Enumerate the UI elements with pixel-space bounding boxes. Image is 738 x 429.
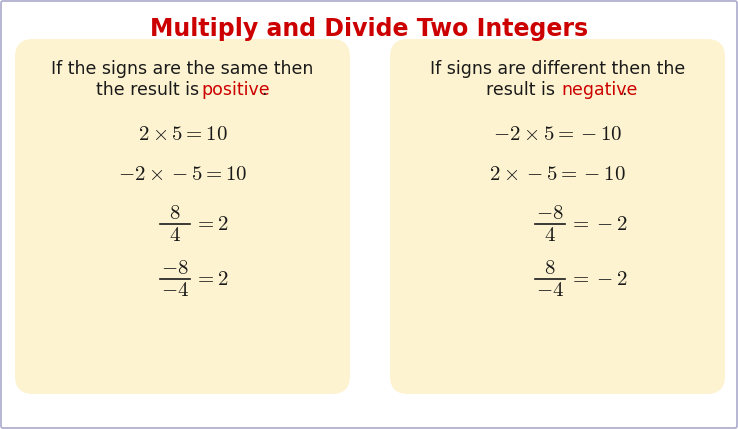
Text: $=-2$: $=-2$ <box>569 269 627 289</box>
Text: If the signs are the same then: If the signs are the same then <box>52 60 314 78</box>
Text: $=-2$: $=-2$ <box>569 214 627 234</box>
FancyBboxPatch shape <box>15 39 350 394</box>
Text: positive: positive <box>201 81 270 99</box>
Text: $-4$: $-4$ <box>161 280 189 300</box>
Text: $2\times-5=-10$: $2\times-5=-10$ <box>489 164 626 184</box>
Text: result is: result is <box>486 81 561 99</box>
Text: Multiply and Divide Two Integers: Multiply and Divide Two Integers <box>150 17 588 41</box>
Text: $-4$: $-4$ <box>536 280 564 300</box>
Text: $-2\times5=-10$: $-2\times5=-10$ <box>493 124 622 144</box>
Text: $8$: $8$ <box>169 203 181 223</box>
Text: negative: negative <box>562 81 638 99</box>
Text: $4$: $4$ <box>169 225 181 245</box>
Text: the result is: the result is <box>96 81 205 99</box>
Text: If signs are different then the: If signs are different then the <box>430 60 685 78</box>
Text: .: . <box>621 81 627 99</box>
Text: $-8$: $-8$ <box>537 203 564 223</box>
FancyBboxPatch shape <box>390 39 725 394</box>
Text: $2\times5=10$: $2\times5=10$ <box>137 124 227 144</box>
Text: $=2$: $=2$ <box>194 214 229 234</box>
Text: .: . <box>261 81 266 99</box>
Text: $=2$: $=2$ <box>194 269 229 289</box>
Text: $4$: $4$ <box>544 225 556 245</box>
Text: $8$: $8$ <box>544 258 556 278</box>
Text: $-2\times-5=10$: $-2\times-5=10$ <box>118 164 247 184</box>
Text: $-8$: $-8$ <box>161 258 189 278</box>
